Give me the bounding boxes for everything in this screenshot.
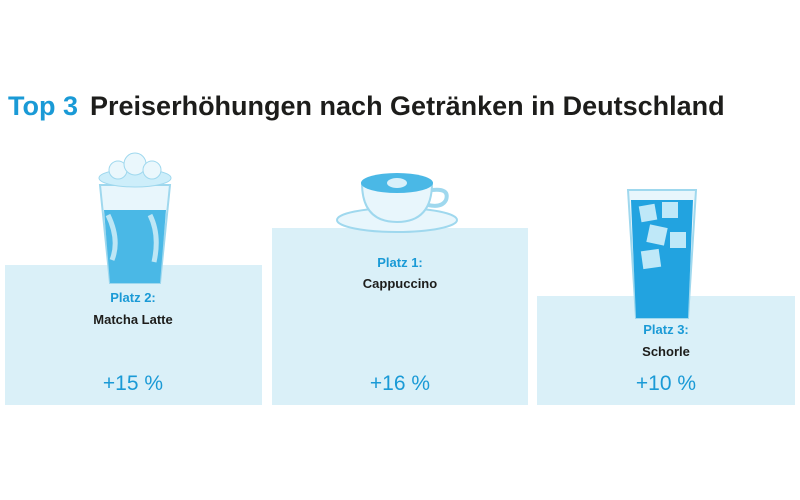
matcha-icon [98,152,172,284]
price-change: +15 % [103,372,163,395]
title-text: Preiserhöhungen nach Getränken in Deutsc… [90,91,725,121]
podium [5,265,262,405]
price-change: +10 % [636,372,696,395]
drink-name: Matcha Latte [93,312,172,327]
cappuccino-icon [336,173,458,233]
rank: Platz 3: [643,322,689,337]
title: Top 3 Preiserhöhungen nach Getränken in D… [8,91,725,121]
rank: Platz 1: [377,255,423,270]
podium [272,228,528,405]
drink-name: Schorle [642,344,690,359]
drink-name: Cappuccino [363,276,437,291]
rank: Platz 2: [110,290,156,305]
schorle-icon [626,189,698,319]
title-highlight: Top 3 [8,91,78,121]
price-change: +16 % [370,372,430,395]
